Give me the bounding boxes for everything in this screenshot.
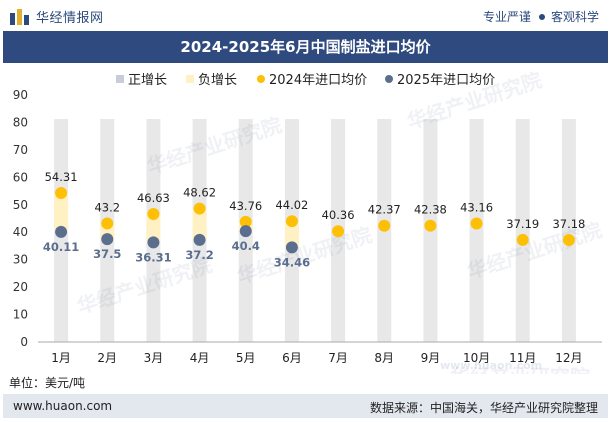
logo-text: 华经情报网: [36, 11, 104, 26]
chart-title: 2024-2025年6月中国制盐进口均价: [3, 31, 608, 63]
logo-icon: [10, 8, 29, 25]
label-2024-7: 40.36: [322, 208, 355, 222]
top-bar: 华经情报网 专业严谨 客观科学: [0, 0, 611, 31]
y-tick-50: 50: [13, 198, 28, 212]
footer: www.huaon.com 数据来源：中国海关，华经产业研究院整理: [3, 394, 608, 418]
legend-label-3: 2025年进口均价: [397, 73, 495, 88]
point-2025-6: [285, 241, 298, 254]
tagline-right: 客观科学: [550, 10, 599, 24]
label-2024-11: 37.19: [506, 217, 539, 231]
x-tick-11: 11月: [509, 351, 536, 365]
legend-label-2: 2024年进口均价: [269, 73, 367, 88]
point-2024-2: [101, 217, 114, 230]
point-2024-8: [378, 219, 391, 232]
label-2024-2: 43.2: [94, 200, 120, 214]
y-tick-30: 30: [13, 253, 28, 267]
tagline: 专业严谨 客观科学: [483, 8, 599, 25]
band-4: [192, 208, 207, 240]
column-backgrounds: [54, 119, 576, 342]
point-2025-5: [239, 225, 252, 238]
band-3: [146, 214, 161, 243]
label-2025-2: 37.5: [93, 247, 121, 261]
point-2025-2: [101, 233, 114, 246]
point-2024-12: [562, 233, 575, 246]
watermark-5: 华经产业研究院: [450, 365, 590, 374]
y-tick-60: 60: [13, 170, 28, 184]
tagline-dot-icon: [538, 13, 545, 20]
x-tick-3: 3月: [144, 351, 164, 365]
point-2024-7: [332, 225, 345, 238]
point-2024-5: [239, 215, 252, 228]
label-2025-6: 34.46: [274, 255, 310, 269]
chart: 正增长 负增长 2024年进口均价 2025年进口均价 华经产业研究院华经产业研究院华…: [13, 68, 605, 374]
label-2025-4: 37.2: [185, 248, 213, 262]
point-2024-1: [55, 186, 68, 199]
footer-site-link[interactable]: www.huaon.com: [13, 399, 113, 413]
x-tick-7: 7月: [328, 351, 348, 365]
point-2025-4: [193, 233, 206, 246]
label-2024-1: 54.31: [45, 170, 78, 184]
label-2024-12: 37.18: [552, 217, 585, 231]
tagline-left: 专业严谨: [482, 10, 531, 24]
x-tick-10: 10月: [463, 351, 490, 365]
x-tick-8: 8月: [374, 351, 394, 365]
point-2024-10: [470, 217, 483, 230]
data-labels: 54.31 43.2 46.63 48.62 43.76 44.02 40.36 42.37 4…: [43, 170, 585, 269]
label-2025-3: 36.31: [135, 250, 171, 264]
point-2024-4: [193, 202, 206, 215]
legend-label-1: 负增长: [198, 73, 237, 88]
y-tick-0: 0: [20, 335, 28, 349]
x-tick-1: 1月: [51, 351, 71, 365]
band-6: [284, 221, 299, 248]
legend-swatch-2: [257, 75, 265, 83]
y-tick-90: 90: [13, 88, 28, 102]
y-tick-10: 10: [13, 308, 28, 322]
column-bg-11: [515, 119, 530, 342]
unit-label: 单位：美元/吨: [9, 376, 86, 390]
legend-swatch-1: [186, 75, 194, 83]
point-2025-1: [55, 225, 68, 238]
label-2024-4: 48.62: [183, 186, 216, 200]
x-tick-9: 9月: [421, 351, 441, 365]
label-2025-5: 40.4: [232, 239, 260, 253]
legend: 正增长 负增长 2024年进口均价 2025年进口均价: [116, 73, 495, 88]
label-2024-5: 43.76: [229, 199, 262, 213]
x-tick-2: 2月: [97, 351, 117, 365]
legend-swatch-3: [385, 75, 393, 83]
label-2025-1: 40.11: [43, 240, 79, 254]
label-2024-8: 42.37: [368, 203, 401, 217]
y-axis: 0 10 20 30 40 50 60 70 80 90: [13, 88, 602, 349]
x-tick-6: 6月: [282, 351, 302, 365]
data-points: [55, 186, 575, 254]
label-2024-10: 43.16: [460, 201, 493, 215]
footer-source: 数据来源：中国海关，华经产业研究院整理: [369, 401, 598, 415]
x-tick-12: 12月: [555, 351, 582, 365]
column-bg-12: [561, 119, 576, 342]
y-tick-20: 20: [13, 280, 28, 294]
point-2024-9: [424, 219, 437, 232]
column-bg-10: [469, 119, 484, 342]
logo: 华经情报网: [10, 7, 104, 26]
y-tick-40: 40: [13, 225, 28, 239]
watermark-url: www.huaon.com: [440, 359, 542, 372]
point-2024-11: [516, 233, 529, 246]
label-2024-9: 42.38: [414, 203, 447, 217]
legend-label-0: 正增长: [128, 73, 167, 88]
label-2024-3: 46.63: [137, 191, 170, 205]
watermark-0: 华经产业研究院: [144, 113, 285, 179]
y-tick-70: 70: [13, 143, 28, 157]
point-2024-6: [285, 215, 298, 228]
point-2025-3: [147, 236, 160, 249]
label-2024-6: 44.02: [275, 198, 308, 212]
x-tick-4: 4月: [190, 351, 210, 365]
point-2024-3: [147, 208, 160, 221]
legend-swatch-0: [116, 75, 124, 83]
band-1: [54, 192, 69, 232]
y-tick-80: 80: [13, 115, 28, 129]
x-tick-5: 5月: [236, 351, 256, 365]
x-axis: 1月 2月 3月 4月 5月 6月 7月 8月 9月 10月 11月 12月: [51, 351, 582, 365]
